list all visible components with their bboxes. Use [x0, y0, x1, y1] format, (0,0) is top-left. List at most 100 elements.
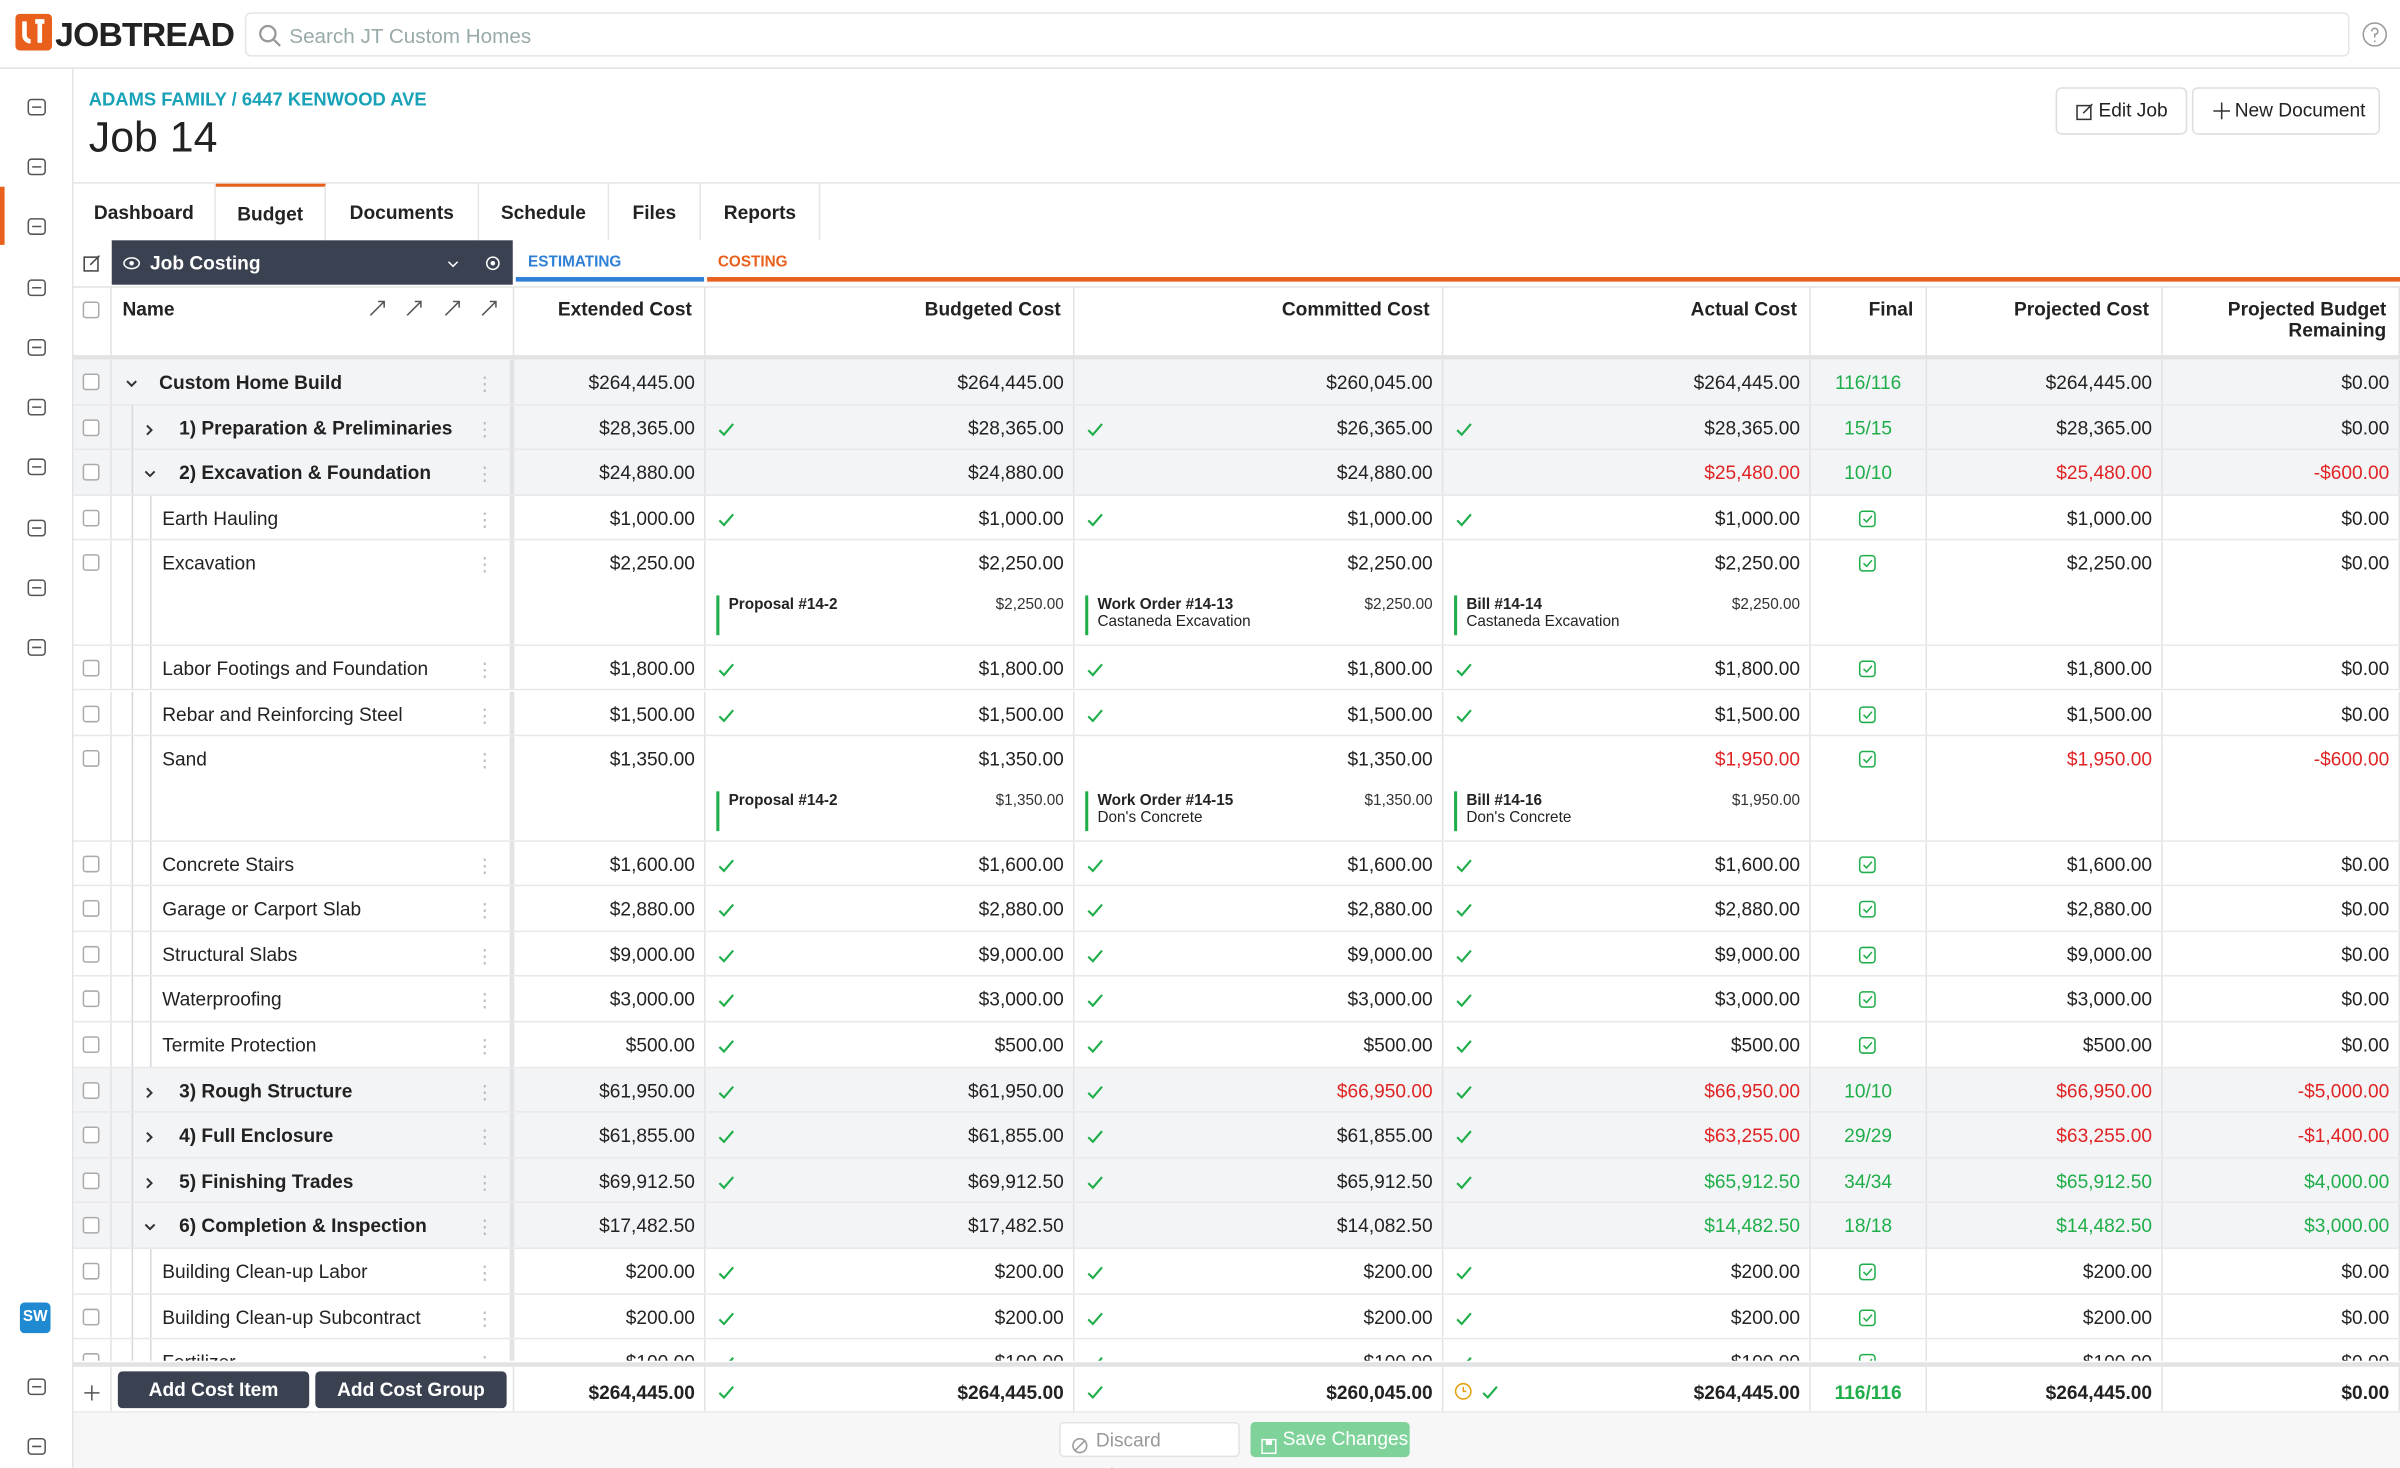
row-menu[interactable]: ⋮ [475, 1217, 495, 1239]
nav-icon[interactable] [26, 277, 47, 303]
document-link[interactable]: Bill #14-14 Castaneda Excavation $2,250.00 [1454, 596, 1800, 636]
nav-icon[interactable] [26, 396, 47, 422]
row-menu[interactable]: ⋮ [475, 1308, 495, 1330]
expand-toggle-graphic [126, 380, 137, 388]
save-button[interactable]: Save Changes [1250, 1421, 1410, 1458]
header-tool-icon[interactable] [406, 300, 423, 321]
checkbox[interactable] [82, 750, 100, 767]
nav-icon[interactable] [26, 337, 47, 363]
view-selector[interactable]: Job Costing [111, 240, 513, 285]
view-name: Job Costing [150, 252, 261, 274]
row-menu[interactable]: ⋮ [475, 854, 495, 877]
expand-toggle[interactable] [142, 420, 157, 441]
expand-toggle[interactable] [142, 1174, 157, 1195]
add-button[interactable]: Add Cost Group [315, 1371, 507, 1409]
new-document-button[interactable]: New Document [2191, 87, 2381, 135]
row-menu[interactable]: ⋮ [475, 900, 495, 922]
tab[interactable]: Reports [701, 183, 821, 242]
tab[interactable]: Budget [215, 183, 327, 242]
row-menu[interactable]: ⋮ [475, 554, 495, 577]
checkbox[interactable] [82, 373, 100, 391]
avatar[interactable]: SW [19, 1302, 51, 1334]
row-menu[interactable]: ⋮ [475, 945, 495, 968]
checkbox[interactable] [82, 900, 100, 918]
checkbox[interactable] [82, 554, 100, 572]
expand-toggle[interactable] [142, 466, 157, 487]
nav-icon[interactable] [26, 96, 47, 122]
nav-icon[interactable] [26, 156, 47, 182]
checkbox[interactable] [82, 509, 100, 527]
expand-toggle[interactable] [124, 375, 139, 396]
row-menu[interactable]: ⋮ [475, 1352, 494, 1360]
checkbox[interactable] [82, 704, 100, 722]
document-link[interactable]: Work Order #14-13 Castaneda Excavation $2,… [1085, 596, 1433, 636]
add-icon[interactable] [84, 1384, 100, 1405]
row-menu[interactable]: ⋮ [475, 750, 495, 772]
checkbox[interactable] [82, 1126, 100, 1144]
cell: $1,500.00 [706, 691, 1075, 735]
row-menu[interactable]: ⋮ [475, 659, 495, 681]
checkbox[interactable] [82, 1081, 100, 1099]
row-menu[interactable]: ⋮ [475, 1081, 495, 1103]
checkbox[interactable] [82, 1308, 100, 1325]
row-menu[interactable]: ⋮ [475, 1262, 495, 1285]
checkbox[interactable] [82, 1353, 100, 1361]
row-menu[interactable]: ⋮ [475, 464, 495, 486]
nav-icon[interactable] [26, 456, 47, 482]
row-menu[interactable]: ⋮ [475, 704, 495, 727]
discard-button[interactable]: Discard Changes [1059, 1421, 1240, 1468]
row-menu[interactable]: ⋮ [475, 990, 495, 1013]
check-icon [718, 857, 735, 878]
cell: $2,880.00 [1074, 886, 1444, 931]
expand-toggle[interactable] [142, 1128, 157, 1149]
row-menu[interactable]: ⋮ [475, 1126, 495, 1149]
nav-icon[interactable] [26, 1436, 47, 1462]
add-button[interactable]: Add Cost Item [117, 1371, 310, 1409]
check-icon [1087, 1355, 1104, 1361]
cell-value: $69,912.50 [968, 1170, 1064, 1193]
document-link[interactable]: Proposal #14-2 $1,350.00 [716, 791, 1064, 832]
help-icon[interactable] [2362, 21, 2388, 47]
nav-icon[interactable] [26, 1376, 47, 1402]
nav-icon[interactable] [26, 216, 47, 242]
breadcrumb[interactable]: ADAMS FAMILY / 6447 KENWOOD AVE [88, 88, 427, 111]
checkbox[interactable] [82, 418, 100, 436]
document-link[interactable]: Work Order #14-15 Don's Concrete $1,350.00 [1085, 791, 1433, 832]
tab[interactable]: Dashboard [73, 183, 216, 242]
total-value: $264,445.00 [588, 1382, 695, 1404]
expand-toggle[interactable] [142, 1219, 157, 1240]
indent-guide [150, 886, 152, 931]
document-link[interactable]: Proposal #14-2 $2,250.00 [716, 596, 1064, 636]
checkbox[interactable] [82, 1262, 100, 1280]
search-box[interactable]: Search JT Custom Homes [244, 12, 2350, 57]
checkbox[interactable] [82, 1217, 100, 1235]
checkbox[interactable] [82, 659, 100, 677]
nav-icon[interactable] [26, 577, 47, 603]
checkbox[interactable] [82, 464, 100, 481]
tab[interactable]: Schedule [479, 183, 610, 242]
checkbox[interactable] [82, 990, 100, 1008]
header-tool-icon[interactable] [481, 300, 498, 321]
check-icon [1456, 1174, 1473, 1195]
nav-icon[interactable] [26, 517, 47, 543]
nav-icon[interactable] [26, 637, 47, 663]
tab[interactable]: Files [609, 183, 702, 242]
nav-icon-graphic [27, 639, 46, 656]
checkbox[interactable] [82, 945, 100, 963]
document-link[interactable]: Bill #14-16 Don's Concrete $1,950.00 [1454, 791, 1800, 832]
row-menu[interactable]: ⋮ [475, 1036, 495, 1058]
row-menu[interactable]: ⋮ [475, 418, 495, 441]
header-tool-icon[interactable] [444, 300, 461, 321]
checkbox[interactable] [82, 301, 100, 319]
row-menu[interactable]: ⋮ [475, 373, 495, 395]
header-tool-icon[interactable] [369, 300, 386, 321]
row-menu[interactable]: ⋮ [475, 509, 495, 531]
tab[interactable]: Documents [326, 183, 480, 242]
edit-job-button[interactable]: Edit Job [2055, 87, 2188, 135]
checkbox[interactable] [82, 1172, 100, 1189]
row-menu[interactable]: ⋮ [475, 1172, 495, 1194]
checkbox[interactable] [82, 1036, 100, 1054]
check-icon [1456, 1264, 1473, 1285]
expand-toggle[interactable] [142, 1083, 157, 1104]
checkbox[interactable] [82, 854, 100, 872]
